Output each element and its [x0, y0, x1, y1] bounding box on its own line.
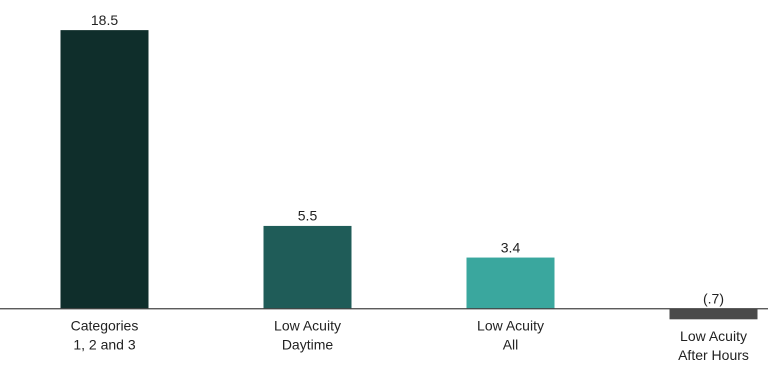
x-tick-label: After Hours — [678, 347, 749, 363]
x-tick-label: Low Acuity — [680, 328, 747, 344]
x-tick-label: Categories — [71, 317, 139, 333]
value-label: 5.5 — [298, 208, 318, 224]
x-tick-label: Daytime — [282, 336, 334, 352]
x-tick-label: Low Acuity — [274, 317, 341, 333]
value-label: 3.4 — [501, 239, 521, 255]
bar — [466, 257, 555, 309]
value-label: 18.5 — [91, 12, 118, 28]
bar — [263, 225, 352, 309]
value-label: (.7) — [703, 290, 724, 306]
x-tick-label: 1, 2 and 3 — [73, 336, 135, 352]
bar — [60, 30, 149, 309]
bar — [669, 308, 758, 320]
x-tick-label: All — [503, 336, 519, 352]
x-tick-label: Low Acuity — [477, 317, 544, 333]
